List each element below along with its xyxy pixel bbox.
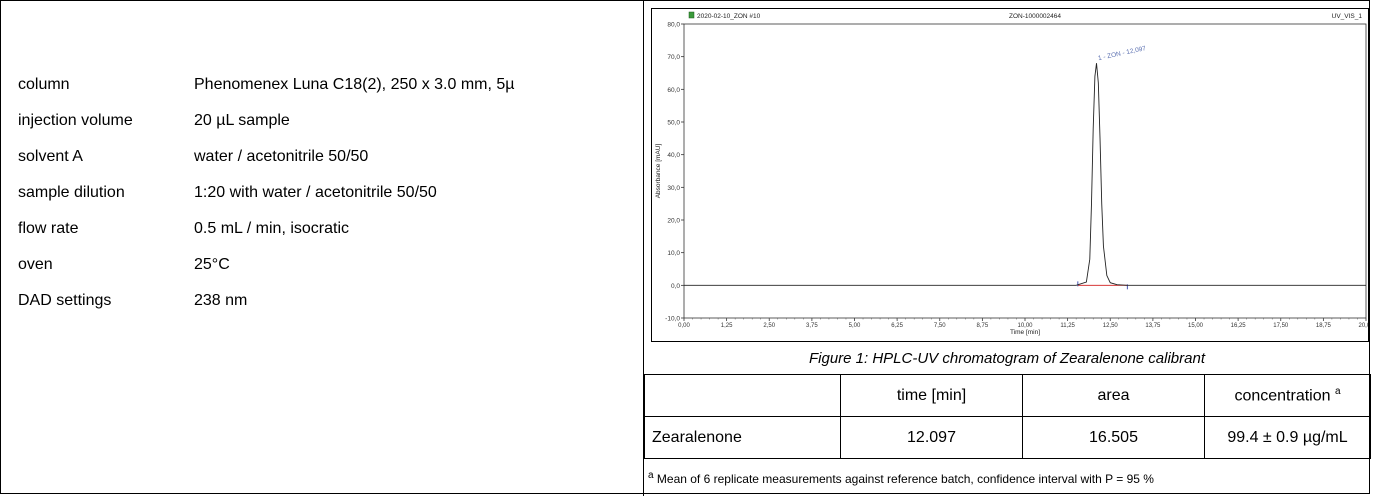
param-value: 25°C (194, 256, 230, 273)
x-tick-label: 17,50 (1273, 323, 1289, 329)
table-row: Zearalenone 12.097 16.505 99.4 ± 0.9 µg/… (644, 416, 1371, 459)
peak-label: 1 - ZON - 12,097 (1097, 45, 1147, 62)
chromatogram-plot: -10,0 0,0 10,0 20,0 30,0 40,0 50,0 60,0 70,0 80,0… (655, 11, 1368, 336)
header-area: area (1022, 374, 1205, 417)
param-value: water / acetonitrile 50/50 (194, 148, 369, 165)
footnote: a Mean of 6 replicate measurements again… (648, 470, 1154, 486)
chromatogram: -10,0 0,0 10,0 20,0 30,0 40,0 50,0 60,0 70,0 80,0… (651, 8, 1369, 342)
param-value: 20 µL sample (194, 112, 290, 129)
param-label: injection volume (18, 112, 133, 129)
y-tick-label: 30,0 (667, 185, 680, 192)
header-time: time [min] (840, 374, 1023, 417)
param-label: oven (18, 256, 53, 273)
x-tick-label: 5,00 (849, 323, 861, 329)
peak-area: 16.505 (1022, 416, 1205, 459)
param-value: Phenomenex Luna C18(2), 250 x 3.0 mm, 5µ (194, 76, 515, 93)
sample-icon (688, 11, 695, 19)
x-tick-label: 8,75 (977, 323, 989, 329)
chart-header-left: 2020-02-10_ZON #10 (697, 13, 761, 20)
chart-header-right: UV_VIS_1 (1332, 13, 1363, 20)
footnote-marker: a (648, 470, 654, 481)
x-tick-label: 12,50 (1103, 323, 1119, 329)
x-tick-label: 20,00 (1358, 323, 1368, 329)
y-tick-label: 40,0 (667, 152, 680, 159)
plot-area-frame (683, 23, 1367, 319)
concentration-value: 99.4 ± 0.9 µg/mL (1204, 416, 1371, 459)
chromatogram-trace (684, 63, 1366, 286)
y-tick-label: 0,0 (671, 283, 680, 290)
x-tick-label: 1,25 (721, 323, 733, 329)
x-tick-label: 16,25 (1231, 323, 1247, 329)
table-header-row: time [min] area concentration a (644, 374, 1371, 417)
y-tick-label: 50,0 (667, 120, 680, 127)
footnote-marker: a (1334, 385, 1341, 397)
analyte-name: Zearalenone (644, 416, 841, 459)
param-value: 1:20 with water / acetonitrile 50/50 (194, 184, 437, 201)
param-label: column (18, 76, 70, 93)
param-value: 238 nm (194, 292, 248, 309)
x-tick-label: 13,75 (1145, 323, 1161, 329)
chart-header-center: ZON-1000002464 (1009, 13, 1061, 20)
header-concentration-label: concentration (1234, 387, 1331, 405)
x-tick-label: 2,50 (763, 323, 775, 329)
x-axis-label: Time [min] (1010, 329, 1040, 336)
x-tick-label: 18,75 (1316, 323, 1332, 329)
footnote-text: Mean of 6 replicate measurements against… (656, 472, 1154, 486)
param-label: solvent A (18, 148, 83, 165)
column-divider (643, 0, 644, 496)
figure-caption: Figure 1: HPLC-UV chromatogram of Zearal… (808, 350, 1205, 367)
x-tick-label: 15,00 (1188, 323, 1204, 329)
y-tick-label: 20,0 (667, 218, 680, 225)
header-cell-empty (644, 374, 841, 417)
y-axis-label: Absorbance [mAU] (655, 144, 662, 199)
x-tick-label: 11,25 (1060, 323, 1075, 329)
x-tick-label: 3,75 (806, 323, 818, 329)
x-tick-label: 0,00 (678, 323, 690, 329)
x-tick-label: 10,00 (1017, 323, 1033, 329)
y-tick-label: -10,0 (665, 316, 680, 323)
x-tick-label: 7,50 (934, 323, 946, 329)
param-value: 0.5 mL / min, isocratic (194, 220, 350, 237)
retention-time: 12.097 (840, 416, 1023, 459)
header-concentration: concentration a (1204, 374, 1371, 417)
y-tick-label: 60,0 (667, 87, 680, 94)
param-label: sample dilution (18, 184, 125, 201)
y-tick-label: 80,0 (667, 22, 680, 29)
param-label: DAD settings (18, 292, 112, 309)
x-tick-label: 6,25 (891, 323, 903, 329)
results-table: time [min] area concentration a Zearalen… (644, 374, 1371, 459)
y-tick-label: 70,0 (667, 54, 680, 61)
param-label: flow rate (18, 220, 79, 237)
y-tick-label: 10,0 (667, 250, 680, 257)
